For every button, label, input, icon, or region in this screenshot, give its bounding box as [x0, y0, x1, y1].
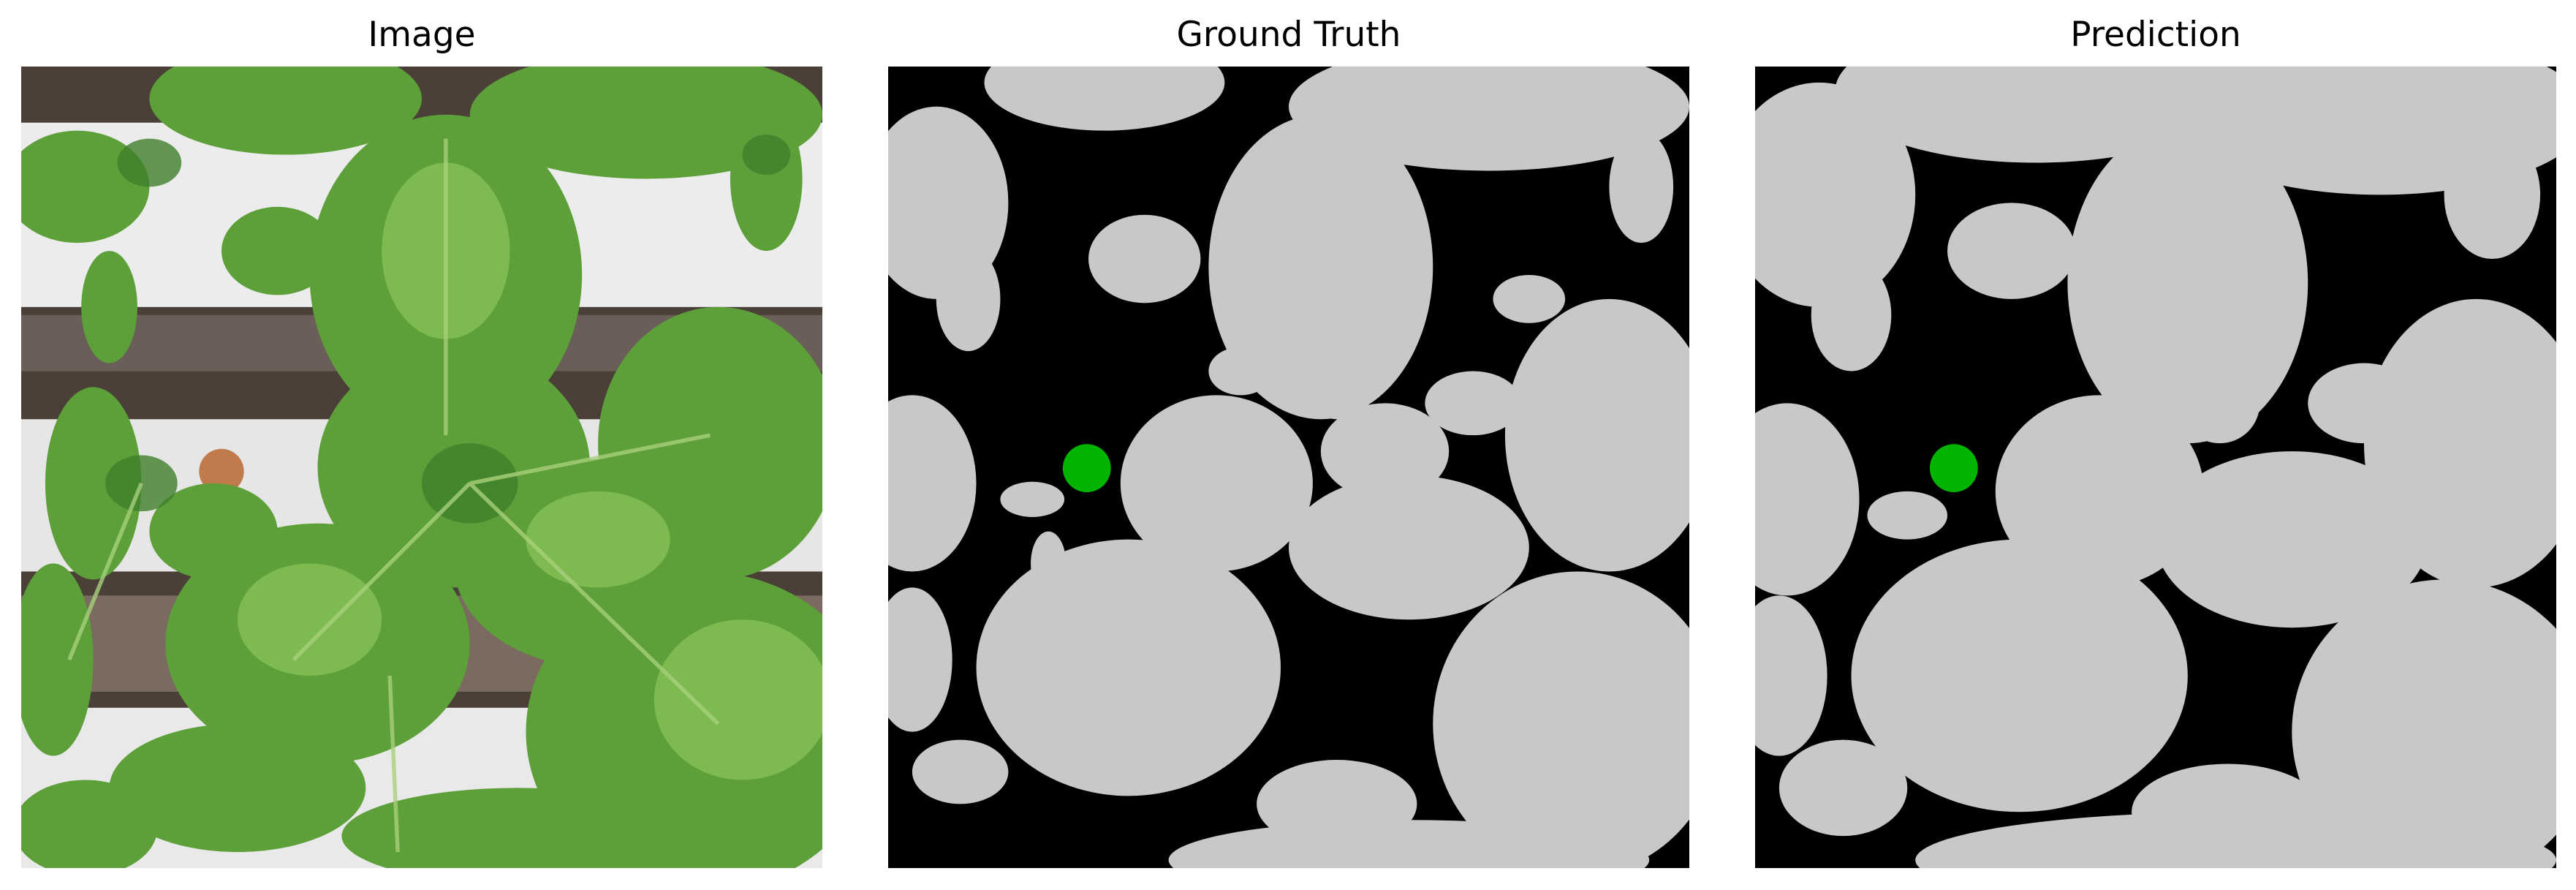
ground-truth-mask-panel [888, 67, 1689, 868]
segmentation-mask-icon [1755, 67, 2556, 868]
prediction-mask-panel [1755, 67, 2556, 868]
ground-truth-panel-title: Ground Truth [1176, 15, 1401, 55]
plant-photo-icon [21, 67, 822, 868]
image-panel-title: Image [368, 15, 476, 55]
plant-image-panel [21, 67, 822, 868]
prediction-panel-title: Prediction [2070, 15, 2241, 55]
segmentation-mask-icon [888, 67, 1689, 868]
